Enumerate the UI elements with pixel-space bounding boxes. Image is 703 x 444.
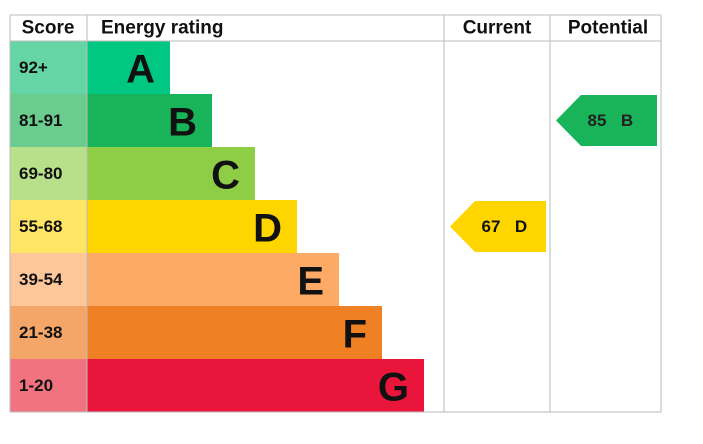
- potential-arrow: [556, 95, 657, 146]
- rating-bar: [87, 359, 424, 412]
- column-header: Potential: [568, 18, 648, 39]
- column-header: Current: [463, 18, 532, 39]
- score-cell: [10, 200, 87, 253]
- score-cell: [10, 94, 87, 147]
- rating-bar: [87, 94, 212, 147]
- current-letter: D: [515, 217, 527, 236]
- current-arrow: [450, 201, 546, 252]
- score-label: 81-91: [19, 111, 62, 130]
- column-header: Score: [22, 18, 75, 39]
- score-cell: [10, 306, 87, 359]
- score-label: 55-68: [19, 217, 62, 236]
- rating-letter: F: [343, 313, 367, 357]
- column-header: Energy rating: [101, 18, 223, 39]
- score-cell: [10, 147, 87, 200]
- rating-letter: D: [253, 207, 282, 251]
- rating-bar: [87, 253, 339, 306]
- score-label: 1-20: [19, 376, 53, 395]
- score-cell: [10, 41, 87, 94]
- score-label: 39-54: [19, 270, 63, 289]
- rating-letter: C: [211, 154, 240, 198]
- rating-letter: B: [168, 101, 197, 145]
- potential-letter: B: [621, 111, 633, 130]
- rating-bar: [87, 306, 382, 359]
- rating-letter: A: [126, 48, 155, 92]
- rating-letter: E: [297, 260, 324, 304]
- rating-letter: G: [378, 366, 409, 410]
- score-cell: [10, 359, 87, 412]
- score-label: 92+: [19, 58, 48, 77]
- score-cell: [10, 253, 87, 306]
- score-label: 21-38: [19, 323, 62, 342]
- potential-value: 85: [588, 111, 607, 130]
- current-value: 67: [482, 217, 501, 236]
- rating-bar: [87, 147, 255, 200]
- rating-bar: [87, 200, 297, 253]
- rating-bar: [87, 41, 170, 94]
- score-label: 69-80: [19, 164, 62, 183]
